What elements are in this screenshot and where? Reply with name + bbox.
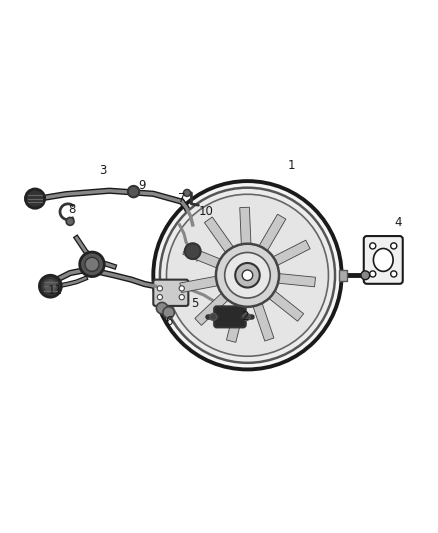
Circle shape bbox=[44, 280, 57, 293]
Circle shape bbox=[235, 263, 260, 287]
Circle shape bbox=[160, 188, 335, 363]
Circle shape bbox=[128, 186, 139, 197]
Text: 4: 4 bbox=[395, 216, 403, 229]
Circle shape bbox=[179, 286, 184, 291]
Circle shape bbox=[179, 295, 184, 300]
Circle shape bbox=[157, 295, 162, 300]
Polygon shape bbox=[183, 245, 227, 271]
Polygon shape bbox=[263, 286, 304, 321]
Circle shape bbox=[225, 253, 270, 298]
Circle shape bbox=[391, 271, 397, 277]
Circle shape bbox=[243, 313, 250, 320]
Circle shape bbox=[216, 244, 279, 307]
Text: 9: 9 bbox=[138, 179, 146, 192]
FancyBboxPatch shape bbox=[339, 270, 347, 280]
Text: 6: 6 bbox=[165, 315, 173, 328]
Circle shape bbox=[66, 217, 74, 225]
Polygon shape bbox=[180, 275, 225, 293]
Circle shape bbox=[156, 302, 168, 314]
FancyBboxPatch shape bbox=[214, 306, 246, 327]
Polygon shape bbox=[251, 296, 274, 341]
Polygon shape bbox=[255, 214, 286, 257]
Circle shape bbox=[85, 257, 99, 271]
Polygon shape bbox=[267, 240, 310, 269]
Circle shape bbox=[166, 194, 328, 356]
Circle shape bbox=[80, 252, 104, 277]
FancyBboxPatch shape bbox=[153, 280, 188, 306]
Text: 11: 11 bbox=[47, 284, 62, 297]
Text: 2: 2 bbox=[241, 310, 249, 324]
Circle shape bbox=[391, 243, 397, 249]
Circle shape bbox=[210, 313, 217, 320]
Circle shape bbox=[184, 189, 191, 197]
Polygon shape bbox=[205, 217, 237, 259]
Text: 8: 8 bbox=[69, 203, 76, 216]
Circle shape bbox=[361, 271, 370, 280]
FancyBboxPatch shape bbox=[364, 236, 403, 284]
Text: 7: 7 bbox=[178, 192, 186, 205]
Circle shape bbox=[242, 270, 253, 280]
Text: 10: 10 bbox=[198, 205, 213, 218]
Circle shape bbox=[370, 271, 376, 277]
Circle shape bbox=[163, 307, 174, 318]
Ellipse shape bbox=[373, 248, 393, 271]
Circle shape bbox=[25, 189, 45, 208]
Text: 5: 5 bbox=[191, 297, 198, 310]
Circle shape bbox=[370, 243, 376, 249]
Polygon shape bbox=[195, 288, 233, 325]
Polygon shape bbox=[226, 297, 246, 342]
Text: 1: 1 bbox=[287, 159, 295, 172]
Circle shape bbox=[185, 243, 201, 259]
Circle shape bbox=[157, 286, 162, 291]
Polygon shape bbox=[271, 273, 315, 287]
Circle shape bbox=[153, 181, 342, 369]
Circle shape bbox=[39, 275, 61, 297]
Polygon shape bbox=[240, 207, 251, 252]
Text: 3: 3 bbox=[99, 164, 106, 176]
